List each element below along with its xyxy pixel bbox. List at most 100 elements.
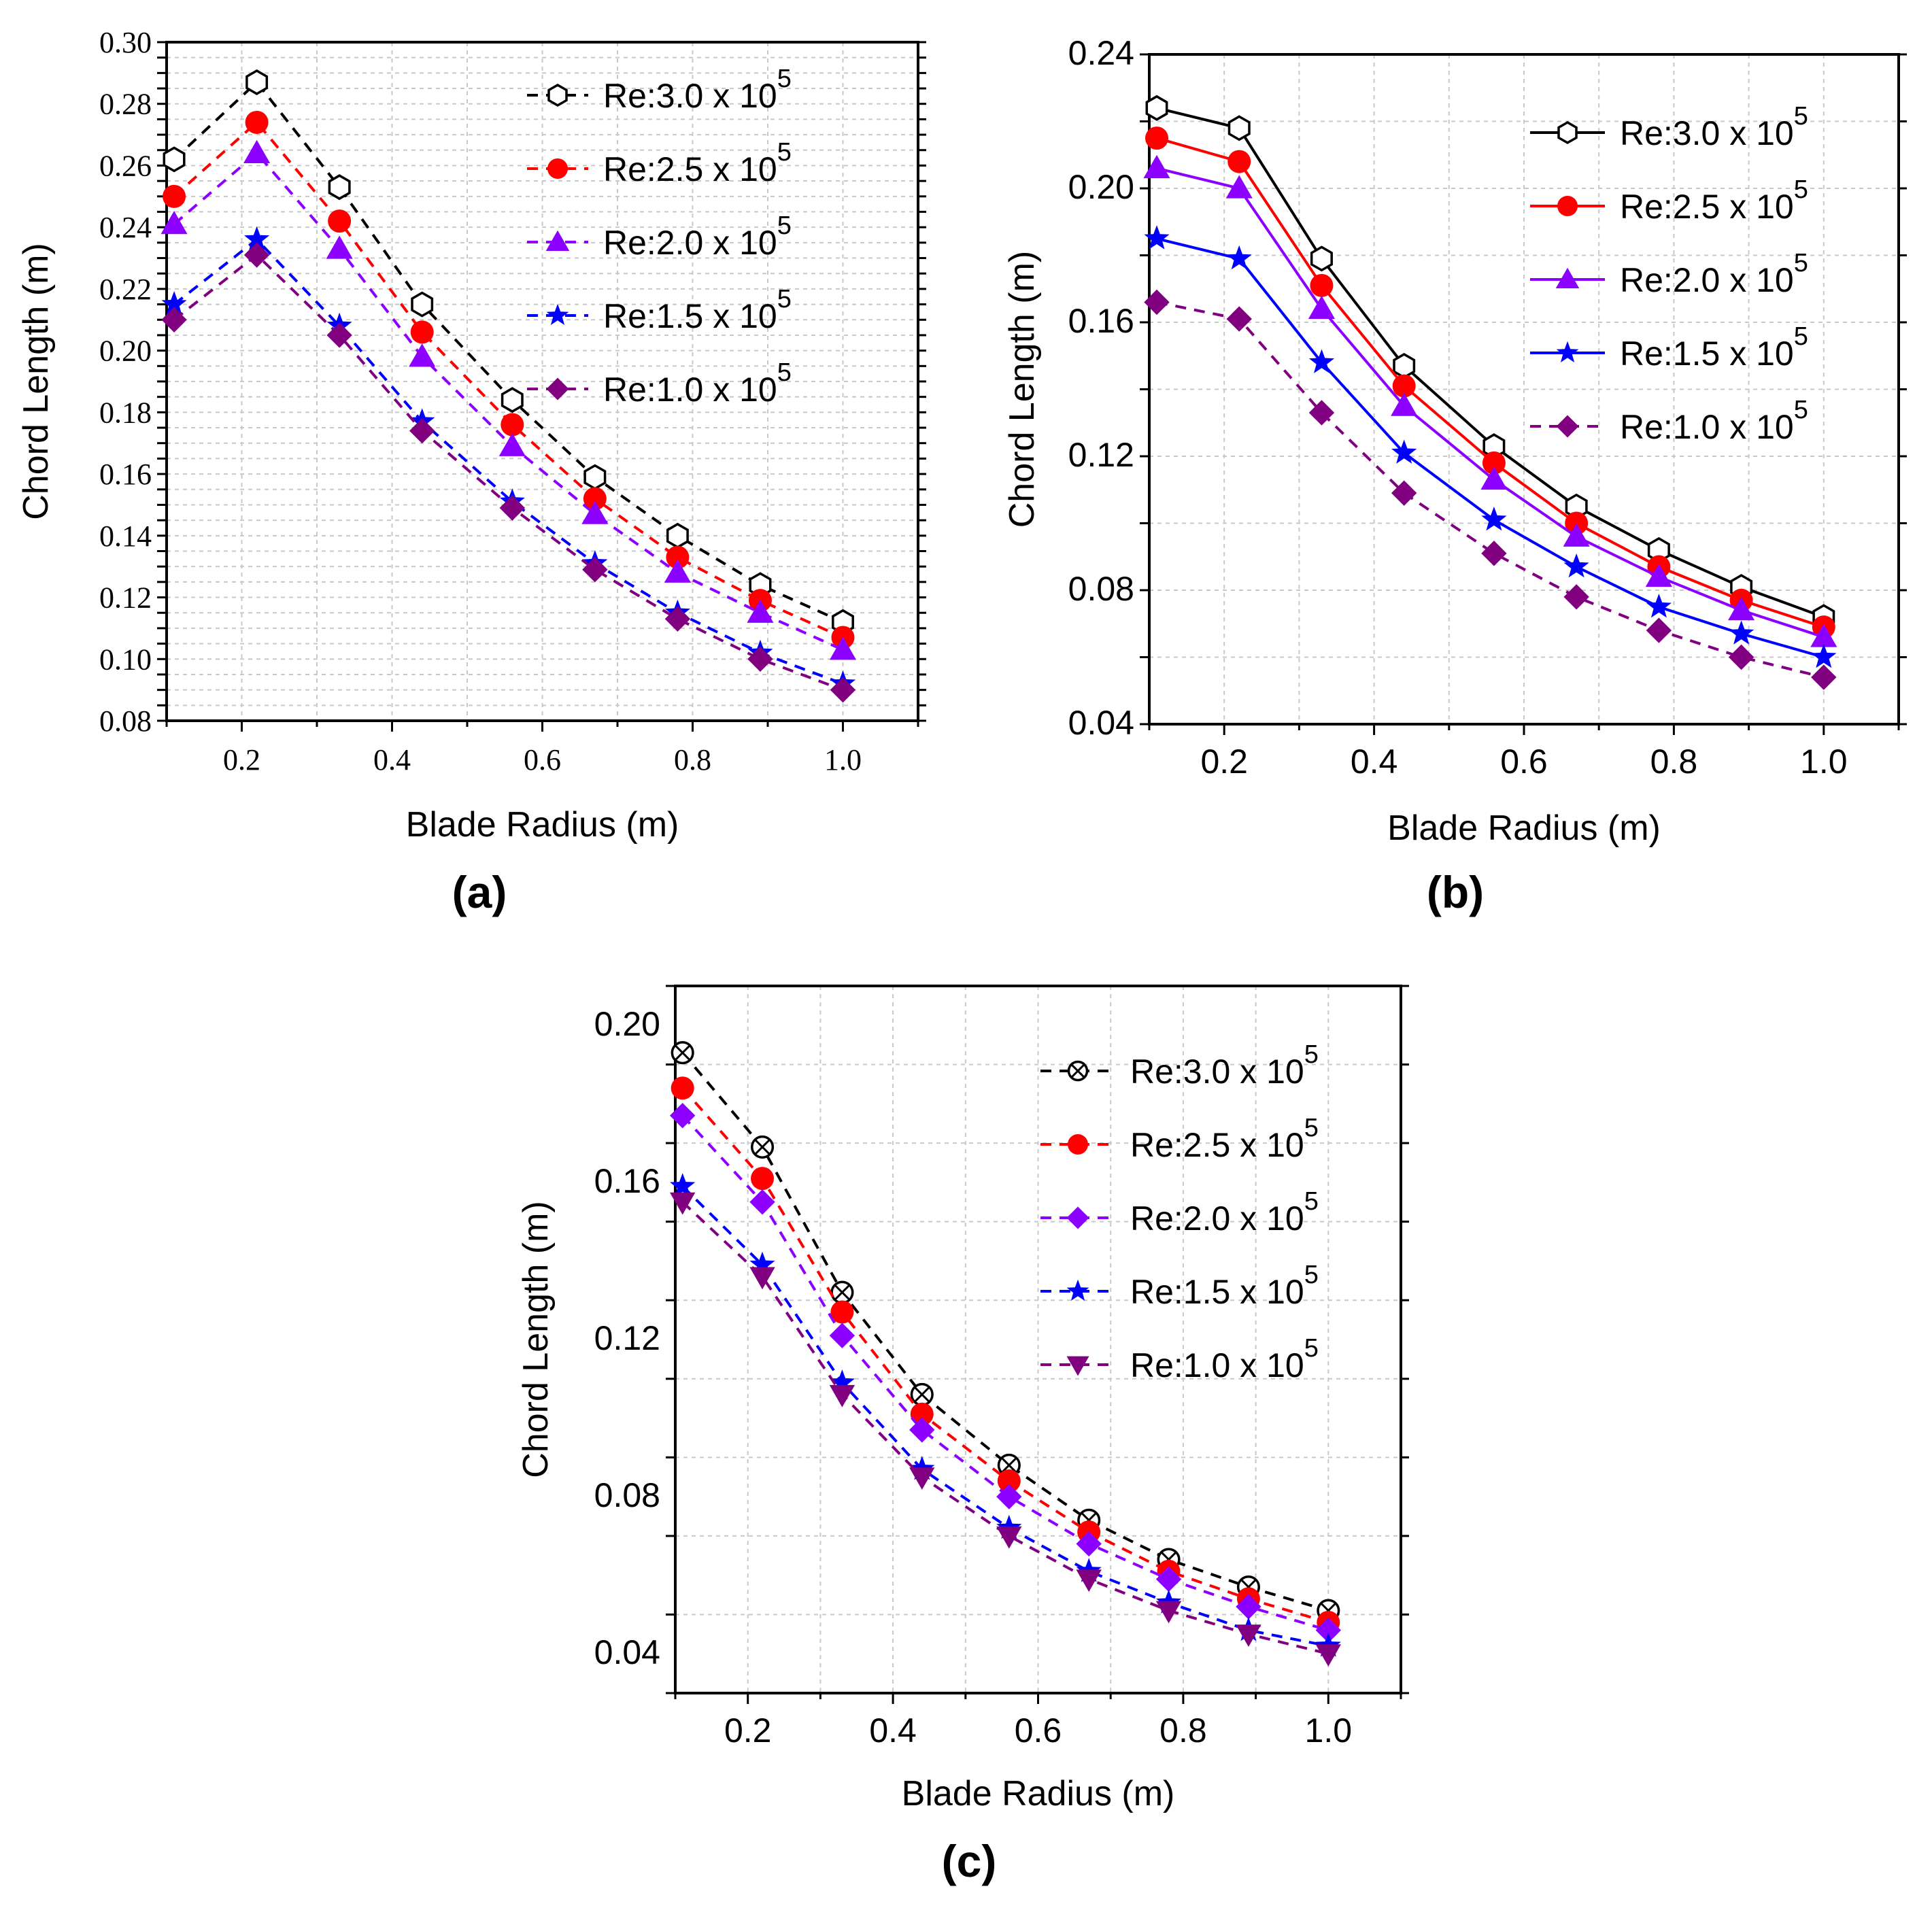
data-point — [749, 1251, 775, 1276]
y-tick-label: 0.16 — [594, 1162, 660, 1200]
data-point — [1811, 664, 1837, 690]
data-point — [1227, 115, 1251, 141]
y-tick-label: 0.20 — [1068, 168, 1134, 206]
x-tick-label: 1.0 — [1800, 743, 1848, 781]
legend-exponent: 5 — [1794, 396, 1808, 424]
y-tick-label: 0.26 — [99, 149, 152, 182]
legend-label: Re:1.0 x 105 — [1130, 1334, 1319, 1384]
legend-label: Re:1.5 x 105 — [1620, 322, 1808, 373]
data-point — [245, 69, 269, 96]
legend-exponent: 5 — [1304, 1334, 1319, 1363]
legend-label: Re:1.5 x 105 — [603, 285, 792, 335]
data-point — [583, 487, 607, 511]
data-point — [163, 146, 186, 173]
data-point — [1393, 352, 1416, 379]
legend-marker — [1556, 341, 1579, 362]
data-point — [751, 1167, 775, 1191]
data-point — [1482, 451, 1506, 475]
data-point — [1076, 1531, 1102, 1557]
data-point — [1480, 466, 1508, 490]
legend-label: Re:2.0 x 105 — [1130, 1187, 1319, 1238]
y-tick-label: 0.04 — [594, 1633, 660, 1671]
data-point — [326, 235, 353, 259]
legend-label: Re:2.0 x 105 — [603, 211, 792, 262]
data-point — [1728, 597, 1755, 621]
legend-label: Re:3.0 x 105 — [1620, 102, 1808, 152]
y-tick-label: 0.24 — [99, 211, 152, 244]
data-point — [671, 1076, 694, 1100]
y-axis-title: Chord Length (m) — [516, 1201, 556, 1478]
panel-label: (b) — [1427, 867, 1484, 917]
data-point — [750, 1135, 775, 1159]
data-point — [670, 1173, 696, 1197]
chart-b: 0.2 0.4 0.6 0.8 1.0 0.04 0.08 0.12 0.16 0.20 0.24 B… — [1002, 34, 1907, 917]
data-point — [1144, 225, 1170, 250]
data-point — [830, 677, 856, 703]
data-point — [1565, 511, 1589, 535]
x-axis-title: Blade Radius (m) — [1387, 808, 1661, 848]
data-point — [409, 417, 435, 444]
legend-marker — [1555, 267, 1580, 288]
data-point — [245, 110, 269, 134]
data-point — [1226, 306, 1252, 332]
data-point — [1310, 273, 1334, 297]
legend-label: Re:2.5 x 105 — [1620, 175, 1808, 226]
y-tick-label: 0.08 — [594, 1476, 660, 1514]
x-tick-label: 0.2 — [223, 743, 260, 777]
legend-exponent: 5 — [777, 65, 792, 93]
data-point — [326, 322, 352, 348]
legend-label: Re:3.0 x 105 — [603, 65, 792, 115]
data-point — [410, 320, 434, 344]
y-tick-label: 0.14 — [99, 519, 152, 553]
legend-marker — [1066, 1206, 1089, 1229]
x-tick-label: 0.6 — [524, 743, 561, 777]
data-point — [1226, 245, 1252, 270]
data-point — [1145, 126, 1169, 150]
legend-exponent: 5 — [1304, 1261, 1319, 1289]
data-point — [829, 636, 857, 660]
x-tick-label: 0.8 — [1650, 743, 1698, 781]
y-tick-label: 0.28 — [99, 88, 152, 121]
legend-exponent: 5 — [777, 285, 792, 313]
legend-label: Re:2.5 x 105 — [603, 138, 792, 188]
series-diamond — [1144, 289, 1837, 690]
data-point — [501, 413, 524, 437]
panel-label: (c) — [942, 1836, 997, 1886]
legend-exponent: 5 — [1794, 249, 1808, 277]
data-point — [1810, 624, 1837, 647]
y-tick-label: 0.08 — [99, 704, 152, 738]
y-axis-title: Chord Length (m) — [1002, 251, 1042, 528]
data-point — [1391, 439, 1417, 464]
data-point — [498, 432, 526, 456]
legend-exponent: 5 — [1304, 1040, 1319, 1069]
data-point — [160, 211, 188, 235]
data-point — [243, 139, 271, 163]
data-point — [1308, 400, 1335, 426]
legend-marker — [1067, 1060, 1089, 1082]
data-point — [501, 387, 524, 413]
x-tick-label: 1.0 — [1305, 1711, 1353, 1750]
grid — [166, 41, 919, 721]
x-axis-title: Blade Radius (m) — [902, 1774, 1175, 1813]
data-point — [747, 599, 774, 623]
series-circle — [163, 110, 855, 649]
data-point — [1481, 507, 1507, 531]
x-tick-label: 0.6 — [1015, 1711, 1062, 1750]
data-point — [996, 1526, 1022, 1549]
data-point — [1308, 349, 1335, 373]
data-point — [910, 1402, 934, 1426]
data-point — [669, 1102, 696, 1129]
data-point — [669, 1192, 696, 1215]
data-point — [829, 1384, 855, 1408]
data-point — [830, 1280, 854, 1304]
data-point — [581, 500, 609, 524]
data-point — [583, 464, 607, 490]
data-point — [409, 343, 436, 367]
data-point — [747, 646, 773, 672]
legend-marker — [1066, 1356, 1089, 1376]
y-tick-label: 0.12 — [1068, 436, 1134, 474]
data-point — [1645, 563, 1672, 587]
grid — [675, 985, 1402, 1694]
data-point — [996, 1484, 1022, 1510]
data-point — [161, 307, 187, 332]
